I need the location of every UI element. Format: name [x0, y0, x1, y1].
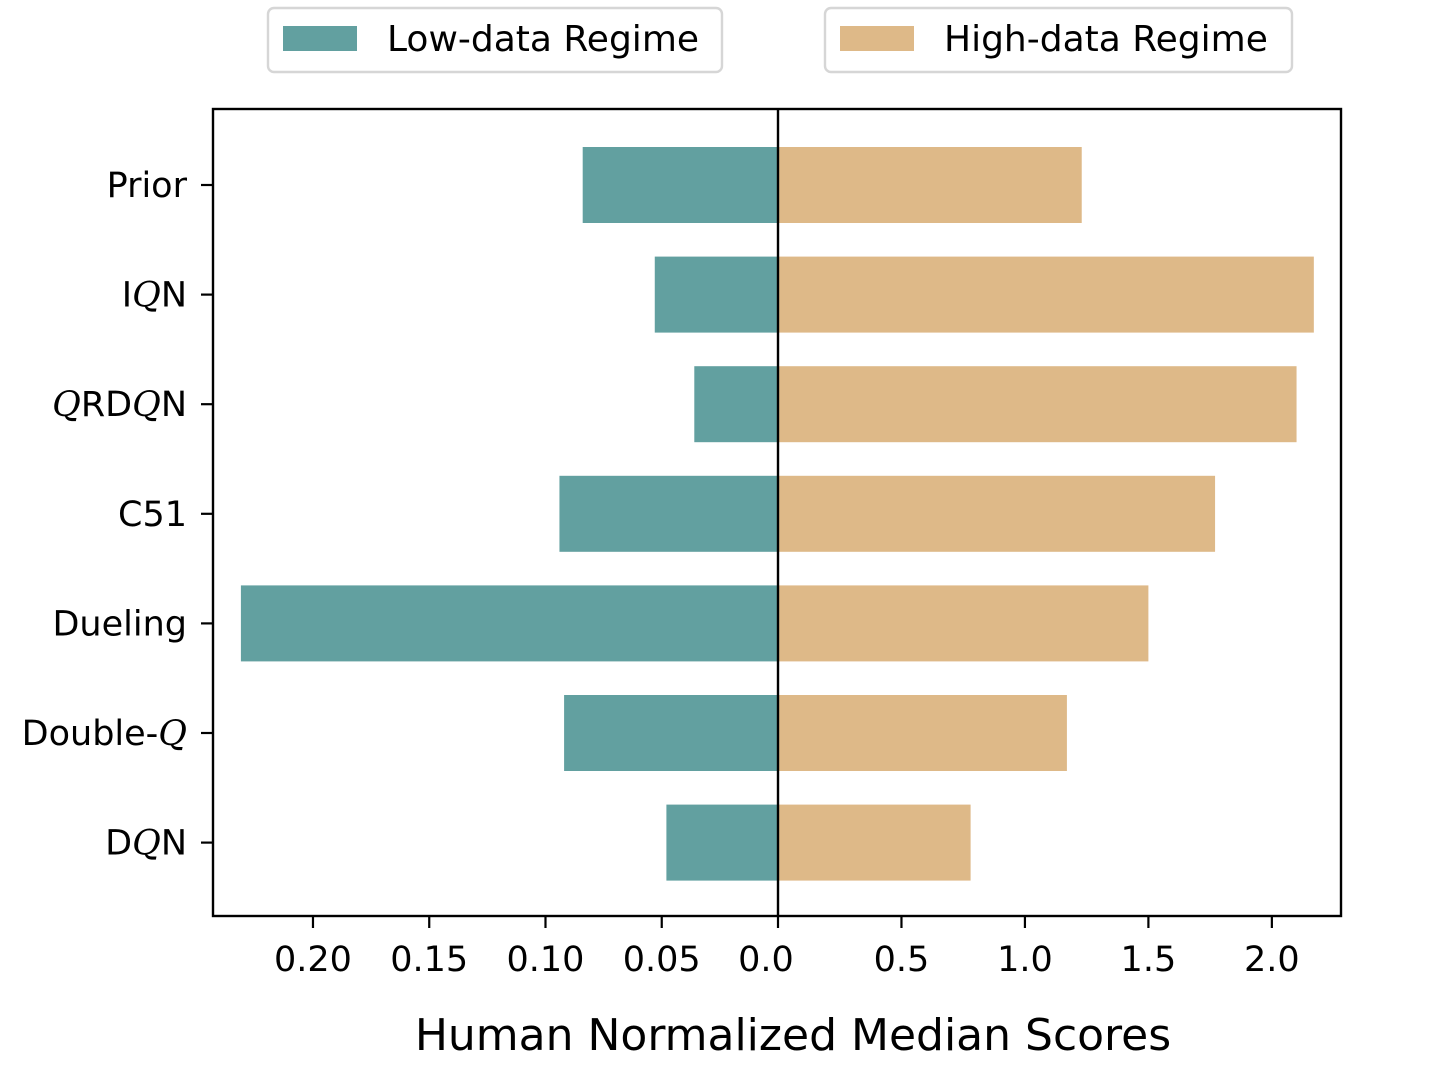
y-tick-label-iqn: IQN	[122, 276, 187, 316]
legend-label: High-data Regime	[944, 19, 1268, 60]
bar-high-dqn	[778, 804, 971, 881]
legend-item-high-data: High-data Regime	[823, 6, 1294, 74]
legend-swatch	[283, 26, 357, 51]
x-tick-label-right-0.5: 0.5	[874, 940, 930, 980]
bar-high-double-q	[778, 695, 1067, 771]
bar-low-dueling	[240, 585, 778, 662]
bar-low-dqn	[666, 804, 778, 881]
x-tick-label-left-0.0: 0.0	[738, 940, 794, 980]
bar-high-c51	[778, 475, 1216, 552]
legend-box	[823, 6, 1294, 74]
bar-low-double-q	[564, 695, 778, 771]
y-axis-ticks: Prior IQN QRDQN C51 Dueling Double-Q DQN	[22, 166, 213, 864]
x-tick-label-left-0.05: 0.05	[623, 940, 701, 980]
y-tick-label-c51: C51	[118, 495, 187, 535]
high-data-bars	[778, 147, 1314, 881]
x-tick-label-left-0.10: 0.10	[507, 940, 585, 980]
bar-low-iqn	[654, 256, 778, 333]
bar-high-qrdqn	[778, 366, 1297, 443]
x-tick-label-left-0.15: 0.15	[390, 940, 468, 980]
x-tick-label-right-1.0: 1.0	[997, 940, 1053, 980]
low-data-bars	[240, 147, 778, 881]
legend-swatch	[840, 26, 914, 51]
bar-low-qrdqn	[694, 366, 778, 443]
legend: Low-data Regime High-data Regime	[266, 6, 1294, 74]
legend-item-low-data: Low-data Regime	[266, 6, 724, 74]
bar-high-prior	[778, 147, 1082, 223]
bar-high-iqn	[778, 256, 1314, 333]
legend-label: Low-data Regime	[387, 19, 699, 60]
bar-high-dueling	[778, 585, 1149, 662]
legend-box	[266, 6, 724, 74]
y-tick-label-qrdqn: QRDQN	[52, 385, 187, 425]
x-axis-label: Human Normalized Median Scores	[415, 1010, 1171, 1061]
y-tick-label-prior: Prior	[107, 166, 188, 206]
y-tick-label-double-q: Double-Q	[22, 714, 187, 754]
x-tick-label-right-1.5: 1.5	[1121, 940, 1177, 980]
y-tick-label-dqn: DQN	[105, 824, 187, 864]
bar-low-c51	[559, 475, 778, 552]
x-tick-label-left-0.20: 0.20	[274, 940, 352, 980]
bar-low-prior	[582, 147, 778, 223]
x-axis-ticks: 0.20 0.15 0.10 0.05 0.0 0.5 1.0 1.5 2.0	[274, 916, 1300, 980]
x-tick-label-right-2.0: 2.0	[1244, 940, 1300, 980]
y-tick-label-dueling: Dueling	[52, 604, 187, 644]
